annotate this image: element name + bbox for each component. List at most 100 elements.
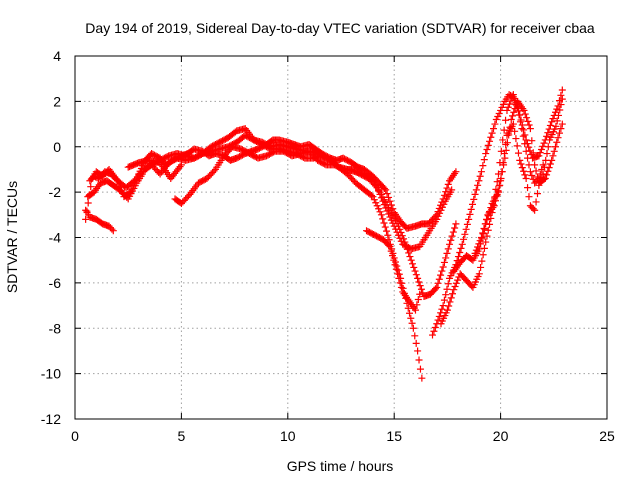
data-point — [492, 116, 500, 124]
data-point — [507, 97, 515, 105]
data-point — [444, 245, 452, 253]
data-point — [549, 152, 557, 160]
data-point — [520, 126, 528, 134]
y-tick-label: -12 — [41, 411, 61, 427]
data-point — [109, 227, 117, 235]
series-track-5 — [124, 156, 185, 183]
data-point — [533, 190, 541, 198]
data-point — [409, 324, 417, 332]
data-point — [448, 232, 456, 240]
data-point — [396, 279, 404, 287]
series-track-7 — [363, 227, 424, 314]
data-point — [531, 161, 539, 169]
data-point — [415, 356, 423, 364]
data-point — [497, 106, 505, 114]
data-point — [375, 187, 383, 195]
data-point — [529, 149, 537, 157]
y-tick-label: 4 — [53, 48, 61, 64]
data-point — [521, 131, 529, 139]
data-point — [491, 197, 499, 205]
data-point — [456, 248, 464, 256]
data-point — [382, 186, 390, 194]
data-point — [524, 117, 532, 125]
y-tick-label: -6 — [49, 275, 62, 291]
data-point — [512, 135, 520, 143]
x-axis-label: GPS time / hours — [287, 458, 394, 474]
data-point — [393, 228, 401, 236]
data-point — [463, 220, 471, 228]
data-point — [479, 229, 487, 237]
data-point — [379, 197, 387, 205]
series-track-10 — [450, 97, 566, 276]
data-point — [481, 220, 489, 228]
data-point — [511, 127, 519, 135]
data-point — [450, 286, 458, 294]
data-point — [380, 219, 388, 227]
data-point — [176, 163, 184, 171]
data-point — [528, 171, 536, 179]
data-point — [544, 129, 552, 137]
data-point — [471, 249, 479, 257]
data-point — [465, 215, 473, 223]
data-point — [502, 146, 510, 154]
data-point — [380, 184, 388, 192]
data-point — [548, 118, 556, 126]
data-point — [553, 105, 561, 113]
data-point — [433, 215, 441, 223]
data-point — [440, 200, 448, 208]
data-point — [433, 283, 441, 291]
data-point — [525, 193, 533, 201]
data-point — [531, 206, 539, 214]
data-point — [555, 129, 563, 137]
data-point — [494, 113, 502, 120]
y-tick-labels: -12 -10 -8 -6 -4 -2 0 2 4 — [41, 48, 61, 427]
data-point — [557, 101, 565, 109]
data-point — [392, 225, 400, 233]
data-point — [502, 140, 510, 148]
data-point — [495, 109, 503, 117]
data-point — [552, 122, 560, 130]
data-point — [452, 168, 460, 176]
data-point — [460, 235, 468, 243]
data-marks — [82, 86, 566, 382]
data-point — [544, 167, 552, 175]
data-point — [84, 199, 92, 207]
data-point — [414, 296, 422, 304]
data-point — [449, 290, 457, 298]
data-point — [484, 141, 492, 149]
data-point — [440, 191, 448, 199]
data-point — [514, 149, 522, 157]
data-point — [493, 192, 501, 200]
data-point — [475, 240, 483, 248]
data-point — [416, 282, 424, 290]
data-point — [416, 290, 424, 298]
data-point — [556, 106, 564, 114]
data-point — [443, 184, 451, 192]
data-point — [443, 249, 451, 257]
data-point — [440, 258, 448, 266]
data-point — [384, 231, 392, 239]
data-point — [436, 209, 444, 217]
data-point — [493, 178, 501, 186]
data-point — [87, 183, 95, 191]
data-point — [498, 168, 506, 176]
data-point — [446, 298, 454, 306]
data-point — [482, 150, 490, 158]
data-point — [376, 190, 384, 198]
data-point — [392, 265, 400, 273]
data-point — [483, 215, 491, 223]
data-point — [524, 184, 532, 192]
data-point — [454, 276, 462, 284]
data-point — [509, 91, 517, 99]
data-point — [472, 186, 480, 194]
data-point — [542, 156, 550, 164]
chart-title: Day 194 of 2019, Sidereal Day-to-day VTE… — [85, 20, 595, 36]
data-point — [520, 167, 528, 175]
data-point — [108, 225, 116, 233]
data-point — [535, 181, 543, 189]
x-tick-label: 0 — [71, 428, 79, 444]
data-point — [499, 100, 507, 108]
data-point — [536, 178, 544, 186]
data-point — [490, 202, 498, 210]
y-axis-label: SDTVAR / TECUs — [4, 181, 20, 293]
